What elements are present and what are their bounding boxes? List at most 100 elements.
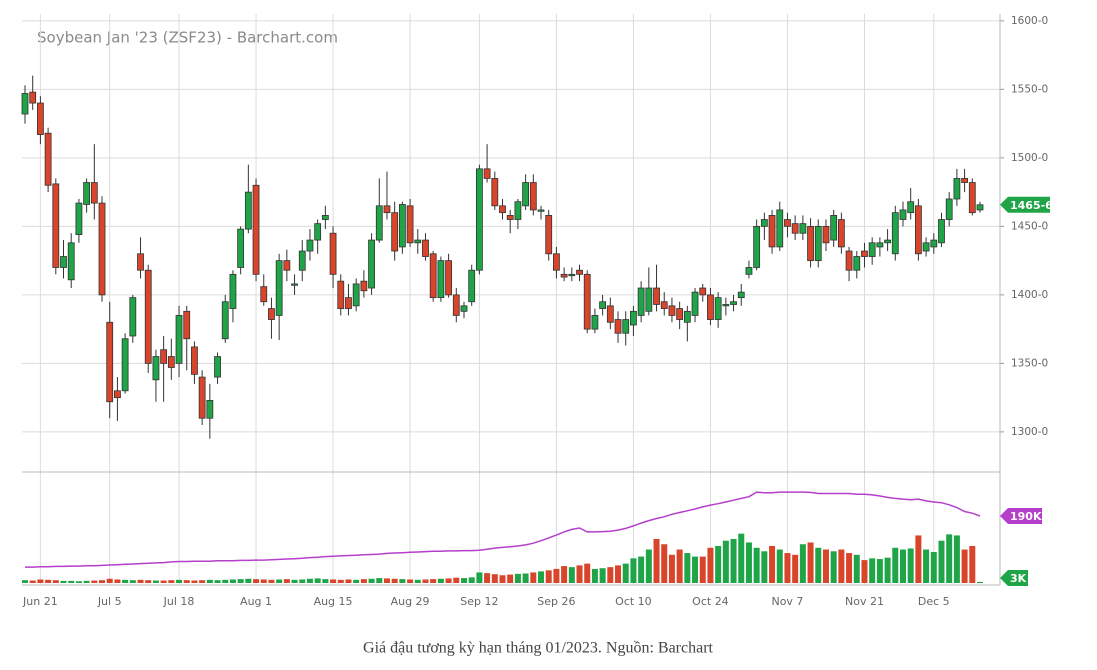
candle-body xyxy=(668,305,676,316)
volume-bar xyxy=(122,579,129,583)
candle-body xyxy=(98,202,106,296)
volume-bar xyxy=(784,553,791,583)
candle-body xyxy=(876,242,884,248)
candle-body xyxy=(283,260,291,271)
volume-bar xyxy=(899,549,906,583)
volume-bar xyxy=(707,547,714,583)
candle-body xyxy=(321,215,329,220)
candle-body xyxy=(360,280,368,292)
volume-bar xyxy=(399,579,406,583)
x-tick-label: Nov 21 xyxy=(845,595,884,608)
volume-bar xyxy=(491,574,498,583)
volume-bar xyxy=(152,580,159,583)
volume-bar xyxy=(360,579,367,583)
volume-bar xyxy=(561,566,568,583)
volume-bar xyxy=(322,579,329,583)
volume-bar xyxy=(222,579,229,583)
candle-body xyxy=(768,215,776,248)
candle-body xyxy=(953,178,961,200)
x-tick-label: Jul 5 xyxy=(97,595,122,608)
volume-bar xyxy=(422,579,429,583)
candle-body xyxy=(922,242,930,252)
volume-bar xyxy=(45,579,52,583)
candle-body xyxy=(861,250,868,257)
candle-body xyxy=(837,219,845,248)
volume-bar xyxy=(29,580,36,583)
candle-body xyxy=(106,321,114,403)
volume-bar xyxy=(668,554,675,583)
candle-body xyxy=(37,102,44,135)
candle-body xyxy=(452,294,460,316)
candle-body xyxy=(799,223,807,234)
volume-bar xyxy=(507,574,514,583)
candle-body xyxy=(160,349,168,364)
volume-bar xyxy=(745,542,752,583)
candle-body xyxy=(537,209,545,212)
volume-bar xyxy=(145,580,152,583)
volume-bar xyxy=(630,558,637,583)
candle-body xyxy=(968,182,976,214)
volume-bar xyxy=(699,556,706,583)
candle-body xyxy=(514,201,522,220)
volume-bar xyxy=(268,579,275,583)
candle-body xyxy=(183,310,191,340)
volume-bar xyxy=(68,580,75,583)
candle-body xyxy=(568,273,576,277)
volume-bar xyxy=(530,572,537,583)
candle-body xyxy=(475,168,483,271)
candle-body xyxy=(67,242,75,281)
candle-body xyxy=(268,308,275,320)
candle-body xyxy=(345,297,352,309)
candle-body xyxy=(907,201,915,214)
candle-body xyxy=(291,283,298,286)
candle-body xyxy=(499,205,506,214)
last-price-label: 1465-6 xyxy=(1010,199,1053,212)
last-price-flag xyxy=(1000,196,1050,213)
volume-bar xyxy=(946,534,953,583)
y-tick-label: 1550-0 xyxy=(1011,83,1048,95)
candle-body xyxy=(676,308,684,320)
volume-bar xyxy=(260,579,267,583)
candle-body xyxy=(121,338,129,392)
candle-body xyxy=(622,319,630,334)
volume-bar xyxy=(353,579,360,583)
volume-bar xyxy=(661,544,668,583)
x-tick-label: Dec 5 xyxy=(918,595,950,608)
volume-bar xyxy=(769,546,776,583)
chart-title: Soybean Jan '23 (ZSF23) - Barchart.com xyxy=(37,29,338,47)
volume-bar xyxy=(907,548,914,583)
volume-bar xyxy=(653,538,660,583)
volume-bar xyxy=(915,535,922,583)
candle-body xyxy=(791,223,799,234)
candle-body xyxy=(60,256,67,268)
volume-bar xyxy=(599,568,606,583)
volume-bar xyxy=(514,573,521,583)
candle-body xyxy=(114,390,121,399)
volume-bar xyxy=(137,579,144,583)
volume-bar xyxy=(923,549,930,583)
volume-bar xyxy=(229,579,236,583)
volume-bar xyxy=(306,578,313,583)
candle-body xyxy=(375,205,383,241)
volume-bar xyxy=(977,581,983,583)
candle-body xyxy=(90,182,98,204)
volume-bar xyxy=(445,578,452,583)
volume-bar xyxy=(830,551,837,583)
volume-bar xyxy=(291,579,298,583)
volume-bar xyxy=(337,579,344,583)
volume-bar xyxy=(753,547,760,583)
candle-body xyxy=(691,291,699,316)
candle-body xyxy=(683,310,691,323)
candle-body xyxy=(383,205,391,214)
candle-body xyxy=(144,269,152,364)
volume-bar xyxy=(114,579,121,583)
candle-body xyxy=(506,215,514,220)
volume-bar xyxy=(853,554,860,583)
volume-bar xyxy=(876,559,883,583)
candle-body xyxy=(491,178,499,207)
volume-bar xyxy=(191,580,198,583)
candle-body xyxy=(152,356,160,381)
volume-bar xyxy=(314,578,321,583)
candle-body xyxy=(637,287,645,316)
